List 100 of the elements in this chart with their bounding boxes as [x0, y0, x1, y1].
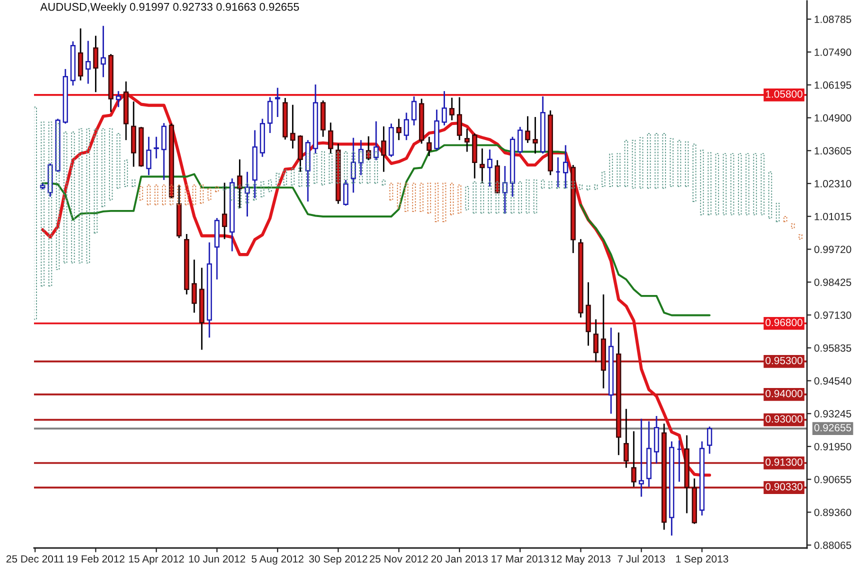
bar	[64, 131, 68, 264]
bar	[298, 166, 302, 188]
y-tick-label: 0.93245	[814, 410, 852, 418]
candlestick	[100, 25, 106, 78]
bar	[753, 153, 757, 216]
bar	[260, 181, 264, 198]
candlestick	[290, 104, 296, 150]
bar	[283, 170, 288, 186]
bar	[730, 153, 734, 216]
bar	[684, 141, 689, 188]
bar	[146, 184, 151, 206]
candlestick	[222, 182, 228, 240]
x-tick-label: 25 Nov 2012	[370, 555, 428, 563]
bar	[760, 153, 765, 216]
bar	[427, 182, 432, 214]
y-tick-label: 0.88065	[814, 542, 852, 549]
bar	[586, 186, 590, 190]
x-tick-label: 10 Jun 2012	[189, 555, 246, 563]
candlestick	[78, 28, 84, 82]
ref-line-label: 1.05800	[766, 90, 802, 98]
bar	[132, 179, 136, 188]
candlestick	[593, 318, 598, 362]
bar	[389, 182, 394, 200]
bar	[662, 133, 666, 189]
bar	[722, 153, 727, 216]
bar	[670, 138, 674, 188]
bar	[677, 140, 682, 188]
y-tick-label: 1.01015	[814, 212, 852, 220]
x-tick-label: 15 Apr 2012	[129, 555, 184, 565]
candlestick	[449, 97, 454, 121]
candlestick	[275, 87, 280, 118]
bar	[480, 181, 484, 214]
bar	[791, 223, 795, 229]
bar	[101, 128, 106, 208]
bar	[798, 234, 802, 240]
bar	[458, 184, 462, 214]
bar	[252, 182, 257, 200]
x-tick-label: 5 Aug 2012	[252, 555, 304, 565]
y-tick-label: 1.02310	[814, 180, 852, 188]
bar	[404, 182, 408, 212]
bar	[276, 172, 280, 188]
candlestick	[86, 40, 91, 84]
bar	[783, 216, 788, 222]
bar	[602, 171, 606, 188]
bar	[434, 182, 439, 222]
y-tick-label: 1.03605	[814, 147, 852, 155]
bar	[314, 153, 318, 184]
bar	[540, 179, 545, 189]
x-tick-label: 7 Jul 2013	[618, 554, 665, 563]
bar	[366, 151, 370, 184]
candlestick	[518, 126, 523, 154]
candlestick	[563, 144, 568, 190]
chart-title: AUDUSD,Weekly 0.91997 0.92733 0.91663 0.92655	[40, 2, 299, 13]
bar	[48, 122, 52, 287]
y-tick-label: 0.89360	[814, 508, 852, 516]
x-tick-label: 17 Mar 2013	[492, 555, 549, 563]
bar	[594, 184, 598, 190]
ref-line-label: 0.92655	[814, 424, 852, 432]
x-tick-label: 12 May 2013	[551, 555, 610, 565]
ref-line-label: 0.94000	[766, 390, 802, 398]
ref-line-label: 0.95300	[766, 356, 802, 364]
bar	[321, 151, 325, 186]
bar	[465, 186, 469, 210]
y-tick-label: 0.90655	[814, 476, 852, 484]
candlestick	[146, 136, 152, 176]
bar	[116, 133, 120, 189]
bar	[245, 182, 250, 204]
bar	[290, 168, 295, 186]
bar	[222, 186, 226, 190]
bar	[715, 153, 720, 216]
candlestick	[411, 96, 417, 126]
candlestick	[244, 171, 250, 218]
bar	[578, 184, 583, 190]
y-tick-label: 0.91950	[814, 442, 852, 450]
y-tick-label: 0.94540	[814, 377, 852, 385]
x-tick-label: 20 Jan 2013	[431, 555, 488, 563]
bar	[412, 182, 416, 212]
bar	[654, 133, 658, 189]
y-tick-label: 1.08785	[814, 16, 852, 24]
bar	[624, 140, 628, 188]
candlestick	[93, 35, 98, 93]
bar	[526, 179, 530, 214]
bar	[472, 181, 477, 214]
bar	[192, 184, 196, 206]
bar	[776, 202, 780, 222]
x-tick-label: 30 Sep 2012	[309, 555, 368, 565]
candlestick	[116, 90, 122, 108]
candlestick	[381, 126, 386, 173]
bar	[450, 182, 454, 216]
bar	[396, 182, 401, 209]
bar	[420, 182, 424, 212]
bar	[768, 171, 772, 219]
ref-line-label: 0.93000	[766, 415, 802, 423]
bar	[616, 153, 621, 188]
bar	[230, 184, 234, 200]
bar	[268, 179, 272, 192]
bar	[124, 160, 128, 188]
y-tick-label: 0.98425	[814, 278, 852, 286]
y-tick-label: 0.97130	[814, 311, 852, 319]
bar	[154, 184, 158, 206]
